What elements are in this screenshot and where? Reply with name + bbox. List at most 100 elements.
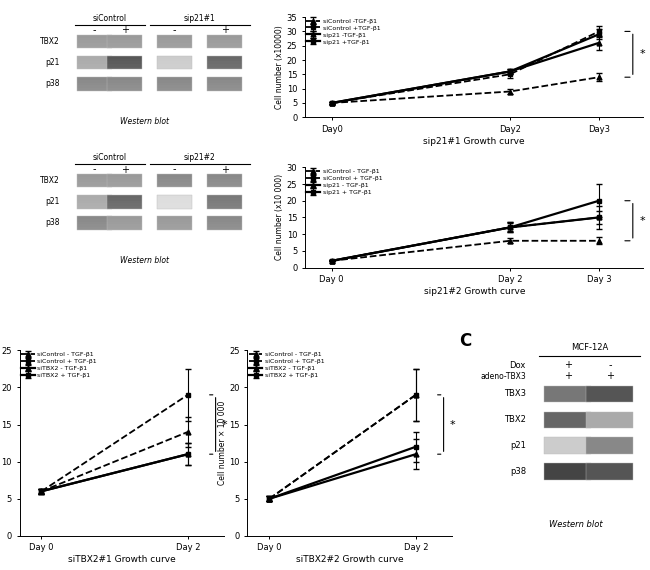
- Bar: [207, 35, 242, 48]
- Bar: [586, 438, 633, 454]
- Bar: [207, 203, 242, 206]
- Text: -: -: [173, 165, 176, 174]
- Text: TBX2: TBX2: [504, 416, 526, 425]
- Bar: [207, 216, 242, 230]
- Text: p38: p38: [45, 218, 60, 227]
- Bar: [77, 227, 112, 230]
- Bar: [157, 195, 192, 209]
- Bar: [77, 46, 112, 48]
- X-axis label: sip21#2 Growth curve: sip21#2 Growth curve: [424, 287, 525, 296]
- Text: sip21#1: sip21#1: [184, 14, 216, 23]
- Text: +: +: [220, 165, 229, 174]
- Text: p21: p21: [510, 441, 526, 450]
- Bar: [157, 219, 192, 222]
- Bar: [107, 67, 142, 70]
- Bar: [207, 206, 242, 209]
- Bar: [207, 77, 242, 80]
- Bar: [157, 227, 192, 230]
- Bar: [77, 195, 112, 209]
- Bar: [107, 180, 142, 182]
- Text: TBX2: TBX2: [40, 37, 60, 46]
- Bar: [77, 35, 112, 48]
- Bar: [157, 182, 192, 185]
- Bar: [157, 62, 192, 64]
- Bar: [77, 67, 112, 70]
- Text: p21: p21: [45, 197, 60, 206]
- Bar: [157, 216, 192, 230]
- Text: TBX3: TBX3: [504, 389, 526, 398]
- Bar: [77, 182, 112, 185]
- Bar: [157, 216, 192, 219]
- Bar: [107, 77, 142, 91]
- Bar: [77, 201, 112, 203]
- Text: adeno-TBX3: adeno-TBX3: [480, 372, 526, 381]
- Bar: [207, 88, 242, 91]
- Bar: [157, 77, 192, 91]
- Bar: [207, 198, 242, 201]
- Bar: [207, 174, 242, 177]
- Bar: [207, 219, 242, 222]
- Bar: [157, 43, 192, 46]
- Bar: [77, 56, 112, 59]
- Bar: [157, 201, 192, 203]
- Bar: [107, 85, 142, 88]
- Bar: [107, 225, 142, 227]
- Bar: [207, 59, 242, 62]
- Bar: [207, 77, 242, 91]
- Text: p38: p38: [45, 79, 60, 88]
- Bar: [207, 185, 242, 188]
- Text: Western blot: Western blot: [120, 256, 169, 265]
- Bar: [77, 225, 112, 227]
- Bar: [157, 222, 192, 225]
- Bar: [107, 40, 142, 43]
- Bar: [107, 185, 142, 188]
- Y-axis label: Cell number (x10000): Cell number (x10000): [275, 25, 284, 109]
- Bar: [207, 174, 242, 188]
- Bar: [77, 219, 112, 222]
- Text: -: -: [608, 360, 612, 370]
- Bar: [107, 195, 142, 198]
- Bar: [207, 180, 242, 182]
- Text: p38: p38: [510, 467, 526, 477]
- Bar: [107, 174, 142, 177]
- Bar: [77, 62, 112, 64]
- Bar: [157, 38, 192, 40]
- Bar: [107, 80, 142, 83]
- Bar: [77, 40, 112, 43]
- Bar: [207, 201, 242, 203]
- Bar: [107, 83, 142, 85]
- Text: +: +: [564, 360, 572, 370]
- Bar: [107, 206, 142, 209]
- Text: p21: p21: [45, 58, 60, 67]
- Text: TBX2: TBX2: [40, 176, 60, 185]
- Bar: [207, 38, 242, 40]
- Bar: [157, 225, 192, 227]
- Bar: [157, 77, 192, 80]
- Bar: [207, 56, 242, 59]
- Bar: [157, 195, 192, 198]
- Text: *: *: [449, 420, 455, 430]
- Bar: [107, 59, 142, 62]
- X-axis label: sip21#1 Growth curve: sip21#1 Growth curve: [423, 137, 525, 146]
- Bar: [77, 195, 112, 198]
- Bar: [157, 185, 192, 188]
- Bar: [107, 43, 142, 46]
- Bar: [207, 64, 242, 67]
- Bar: [77, 59, 112, 62]
- Text: Dox: Dox: [510, 361, 526, 370]
- Bar: [207, 85, 242, 88]
- Text: -: -: [93, 165, 96, 174]
- Bar: [207, 177, 242, 180]
- Legend: siControl - TGF-β1, siControl + TGF-β1, sip21 - TGF-β1, sip21 + TGF-β1: siControl - TGF-β1, siControl + TGF-β1, …: [306, 169, 382, 195]
- Bar: [157, 85, 192, 88]
- Bar: [157, 56, 192, 59]
- X-axis label: siTBX2#1 Growth curve: siTBX2#1 Growth curve: [68, 555, 176, 564]
- Text: +: +: [220, 26, 229, 35]
- Text: *: *: [640, 49, 645, 59]
- Bar: [207, 43, 242, 46]
- Bar: [77, 174, 112, 177]
- Bar: [107, 198, 142, 201]
- Bar: [157, 177, 192, 180]
- Bar: [107, 216, 142, 219]
- Bar: [107, 182, 142, 185]
